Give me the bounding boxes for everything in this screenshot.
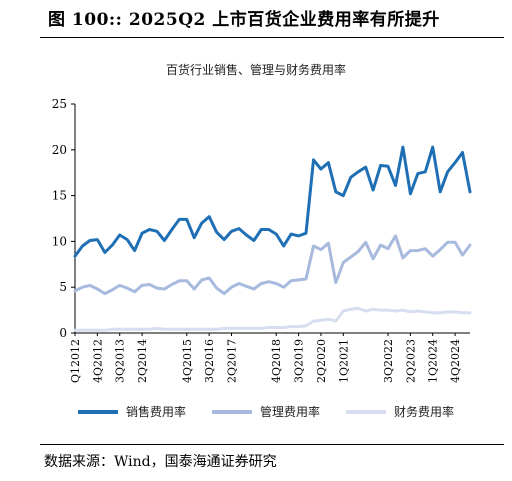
y-tick-label: 20 xyxy=(52,143,67,157)
y-tick-label: 5 xyxy=(59,280,67,294)
x-tick-label: 2Q2023 xyxy=(404,339,417,383)
x-tick-label: 3Q2013 xyxy=(114,339,127,383)
legend-item-admin: 管理费用率 xyxy=(212,403,320,420)
legend-label-admin: 管理费用率 xyxy=(260,405,321,419)
legend-item-finance: 财务费用率 xyxy=(346,403,454,420)
legend-label-selling: 销售费用率 xyxy=(126,405,187,419)
chart-series xyxy=(73,145,472,332)
series-line-1 xyxy=(73,234,472,296)
x-tick-label: 2Q2020 xyxy=(315,339,328,383)
chart-title: 百货行业销售、管理与财务费用率 xyxy=(165,63,346,77)
x-tick-label: 1Q2021 xyxy=(337,339,350,383)
legend-swatch-selling xyxy=(78,409,118,414)
y-tick-label: 15 xyxy=(52,189,67,203)
legend-swatch-finance xyxy=(346,409,387,414)
x-tick-label: 1Q2024 xyxy=(427,339,440,383)
y-tick-label: 0 xyxy=(59,326,67,340)
legend-item-selling: 销售费用率 xyxy=(78,403,186,420)
footer-rule xyxy=(40,444,504,445)
x-tick-label: 3Q2022 xyxy=(382,339,395,383)
x-tick-label: 4Q2018 xyxy=(270,339,283,383)
title-rule xyxy=(40,37,504,38)
x-tick-label: 4Q2012 xyxy=(91,339,104,383)
source-note: 数据来源：Wind，国泰海通证券研究 xyxy=(44,454,277,470)
figure-title: 图 100:: 2025Q2 上市百货企业费用率有所提升 xyxy=(48,10,440,30)
x-tick-label: 3Q2016 xyxy=(203,339,216,383)
chart-legend: 销售费用率 管理费用率 财务费用率 xyxy=(78,403,454,420)
x-tick-label: 4Q2015 xyxy=(181,339,194,383)
y-tick-label: 25 xyxy=(52,97,67,111)
x-tick-label: 3Q2019 xyxy=(293,339,306,383)
y-tick-label: 10 xyxy=(52,234,67,248)
chart-axes: 0 5 10 15 20 25 Q12012 4Q2012 3Q2013 2Q2014 4Q2015… xyxy=(52,97,470,383)
legend-swatch-admin xyxy=(212,409,253,414)
x-tick-label: 2Q2014 xyxy=(136,339,149,383)
legend-label-finance: 财务费用率 xyxy=(394,405,455,419)
x-tick-label: Q12012 xyxy=(69,339,82,383)
x-tick-label: 2Q2017 xyxy=(226,339,239,383)
series-line-0 xyxy=(73,145,472,258)
x-tick-label: 4Q2024 xyxy=(449,339,462,383)
series-line-2 xyxy=(73,306,472,332)
